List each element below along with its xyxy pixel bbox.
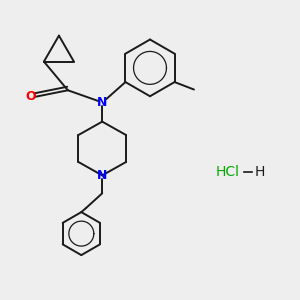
Text: HCl: HCl	[216, 165, 240, 179]
Text: H: H	[255, 165, 265, 179]
Text: N: N	[97, 96, 107, 109]
Text: N: N	[97, 169, 107, 182]
Text: O: O	[25, 90, 36, 103]
